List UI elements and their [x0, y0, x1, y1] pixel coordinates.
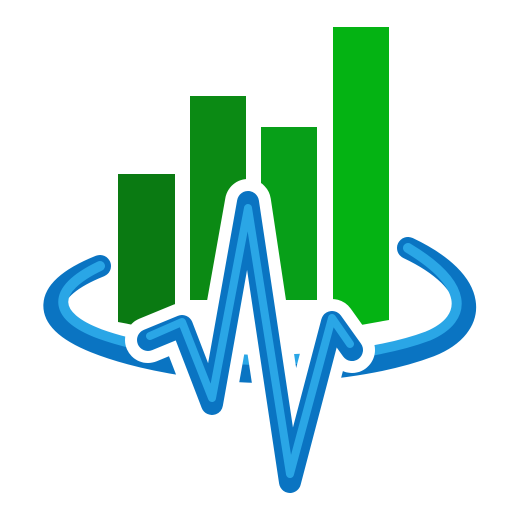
pulse-line [125, 179, 375, 505]
bar-4 [333, 27, 389, 330]
pulse-highlight [146, 204, 354, 478]
bar-1 [118, 174, 175, 333]
